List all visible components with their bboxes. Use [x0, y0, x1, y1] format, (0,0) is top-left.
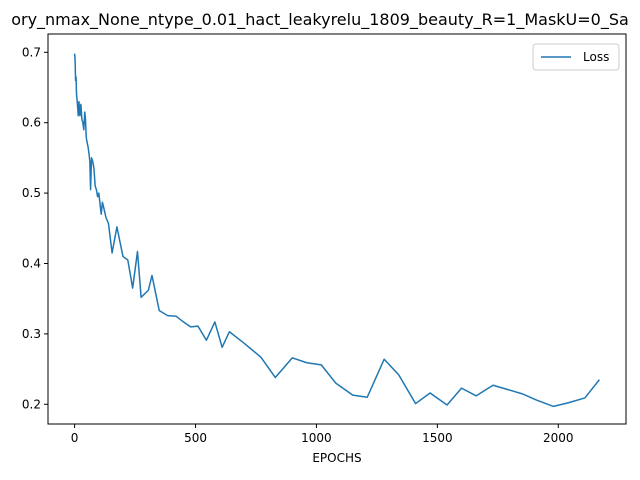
series-line-0 — [73, 53, 600, 408]
x-tick-label: 1000 — [301, 431, 332, 445]
y-tick-label: 0.2 — [22, 397, 41, 411]
x-tick-label: 0 — [71, 431, 79, 445]
x-tick-label: 2000 — [543, 431, 574, 445]
x-tick-label: 1500 — [422, 431, 453, 445]
y-tick-label: 0.4 — [22, 256, 41, 270]
y-tick-label: 0.6 — [22, 116, 41, 130]
legend: Loss — [532, 43, 620, 71]
legend-box — [532, 43, 620, 71]
y-tick-label: 0.3 — [22, 327, 41, 341]
plot-frame — [47, 33, 627, 425]
plot-area — [48, 34, 626, 424]
y-tick-label: 0.7 — [22, 45, 41, 59]
x-axis-label: EPOCHS — [312, 451, 361, 465]
legend-label-loss: Loss — [583, 50, 609, 64]
chart-title: ory_nmax_None_ntype_0.01_hact_leakyrelu_… — [11, 10, 629, 30]
y-tick-label: 0.5 — [22, 186, 41, 200]
x-tick-label: 500 — [184, 431, 207, 445]
